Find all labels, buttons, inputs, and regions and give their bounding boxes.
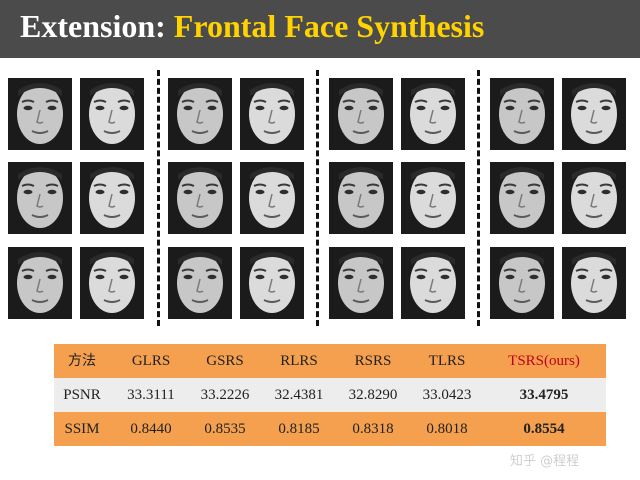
table-cell: 32.8290 [348, 387, 398, 403]
table-cell: 0.8318 [352, 421, 394, 437]
face-thumbnail [168, 162, 232, 234]
face-thumbnail [168, 78, 232, 150]
face-thumbnail [240, 162, 304, 234]
face-thumbnail [8, 162, 72, 234]
face-thumbnail [401, 162, 465, 234]
table-cell: 0.8535 [204, 421, 246, 437]
table-header-row: 方法 GLRS GSRS RLRS RSRS TLRS TSRS(ours) [54, 344, 606, 378]
table-cell: 0.8185 [278, 421, 320, 437]
table-row-psnr: PSNR 33.3111 33.2226 32.4381 32.8290 33.… [54, 378, 606, 412]
table-cell: 33.3111 [127, 387, 175, 403]
face-thumbnail [401, 78, 465, 150]
table-cell: 32.4381 [274, 387, 324, 403]
title-prefix: Extension: [20, 8, 166, 44]
title-bar: Extension: Frontal Face Synthesis [0, 0, 640, 58]
face-thumbnail [562, 162, 626, 234]
header-cell-method: 方法 [68, 353, 96, 369]
face-thumbnail [562, 78, 626, 150]
header-cell-tsrs: TSRS(ours) [508, 353, 580, 369]
group-divider [477, 70, 480, 326]
face-thumbnail [490, 78, 554, 150]
table-cell: 0.8018 [426, 421, 468, 437]
face-thumbnail [562, 247, 626, 319]
slide-title: Extension: Frontal Face Synthesis [20, 8, 484, 45]
face-thumbnail [80, 247, 144, 319]
table-row-ssim: SSIM 0.8440 0.8535 0.8185 0.8318 0.8018 … [54, 412, 606, 446]
table-cell-best: 33.4795 [519, 387, 569, 403]
metric-label: PSNR [63, 387, 101, 403]
face-thumbnail [80, 162, 144, 234]
face-thumbnail [329, 162, 393, 234]
face-thumbnail [8, 247, 72, 319]
header-cell: GLRS [131, 353, 171, 369]
header-cell: TLRS [428, 353, 466, 369]
face-thumbnail [240, 247, 304, 319]
header-cell: RLRS [280, 353, 318, 369]
title-main: Frontal Face Synthesis [173, 8, 485, 44]
table-cell-best: 0.8554 [523, 421, 565, 437]
face-thumbnail [80, 78, 144, 150]
face-thumbnail [329, 78, 393, 150]
table-cell: 33.0423 [422, 387, 472, 403]
face-thumbnail [490, 247, 554, 319]
face-thumbnail [329, 247, 393, 319]
table-cell: 0.8440 [130, 421, 172, 437]
group-divider [157, 70, 160, 326]
results-table: 方法 GLRS GSRS RLRS RSRS TLRS TSRS(ours) P… [54, 344, 606, 446]
watermark: 知乎 @程程 [510, 454, 580, 469]
face-thumbnail [168, 247, 232, 319]
face-thumbnail [490, 162, 554, 234]
face-thumbnail [8, 78, 72, 150]
table-cell: 33.2226 [200, 387, 250, 403]
face-thumbnail [401, 247, 465, 319]
group-divider [316, 70, 319, 326]
header-cell: RSRS [354, 353, 392, 369]
metric-label: SSIM [64, 421, 100, 437]
header-cell: GSRS [206, 353, 244, 369]
face-thumbnail [240, 78, 304, 150]
